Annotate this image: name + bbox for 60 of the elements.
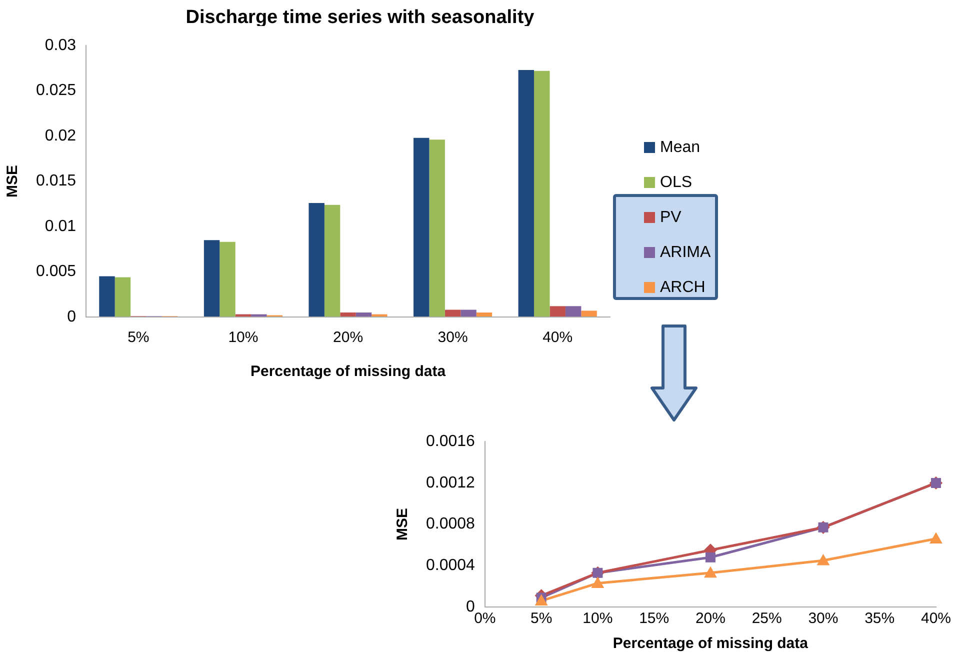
x-tick-label: 5% <box>128 329 150 346</box>
y-axis-title: MSE <box>394 508 412 541</box>
x-axis-title: Percentage of missing data <box>250 363 446 380</box>
legend-label: ARIMA <box>660 244 711 262</box>
x-tick-label: 0% <box>474 610 496 628</box>
legend-label: OLS <box>660 174 692 192</box>
legend-label: Mean <box>660 138 700 156</box>
bar <box>308 203 324 316</box>
x-tick-label: 15% <box>639 610 670 628</box>
bar <box>340 312 356 316</box>
bar <box>99 276 115 316</box>
bar <box>565 306 582 316</box>
x-tick-label: 30% <box>808 610 838 628</box>
y-tick-label: 0.02 <box>44 127 76 144</box>
y-tick-label: 0.01 <box>44 218 76 235</box>
bar <box>204 240 220 316</box>
y-tick-label: 0 <box>466 598 476 616</box>
y-tick-label: 0.0016 <box>426 433 476 450</box>
y-tick-label: 0.0004 <box>426 557 476 574</box>
bar <box>414 138 430 316</box>
x-tick-label: 40% <box>920 610 952 628</box>
x-axis-title: Percentage of missing data <box>612 635 809 652</box>
bar <box>534 70 550 316</box>
bar <box>324 204 340 316</box>
bar <box>220 242 236 316</box>
bar <box>550 306 566 316</box>
point <box>817 554 830 566</box>
bar <box>581 310 597 316</box>
bar <box>429 140 445 316</box>
bar <box>356 312 372 316</box>
bar <box>460 310 476 316</box>
y-tick-label: 0.0008 <box>426 516 476 533</box>
bar <box>114 277 131 316</box>
bar <box>476 312 492 316</box>
legend-label: PV <box>660 208 682 226</box>
x-tick-label: 20% <box>333 329 364 346</box>
point <box>705 552 716 562</box>
point <box>592 577 604 588</box>
y-tick-label: 0.03 <box>44 37 76 54</box>
x-tick-label: 25% <box>752 610 782 628</box>
y-axis-title: MSE <box>4 165 22 198</box>
x-tick-label: 30% <box>438 329 468 346</box>
point <box>930 532 942 544</box>
bar <box>518 70 534 316</box>
x-tick-label: 5% <box>530 610 552 628</box>
y-tick-label: 0.015 <box>36 172 76 190</box>
point <box>704 566 717 578</box>
y-tick-label: 0 <box>67 308 76 326</box>
y-tick-label: 0.025 <box>36 82 76 100</box>
y-tick-label: 0.0012 <box>426 474 476 492</box>
x-tick-label: 35% <box>864 610 895 628</box>
y-tick-label: 0.005 <box>36 263 76 280</box>
x-tick-label: 40% <box>542 329 573 346</box>
point <box>535 594 548 606</box>
bar <box>444 310 461 316</box>
x-tick-label: 10% <box>228 329 258 346</box>
x-tick-label: 20% <box>695 610 726 628</box>
legend-label: ARCH <box>660 278 706 296</box>
x-tick-label: 10% <box>582 610 613 628</box>
chart-title: Discharge time series with seasonality <box>184 6 536 30</box>
